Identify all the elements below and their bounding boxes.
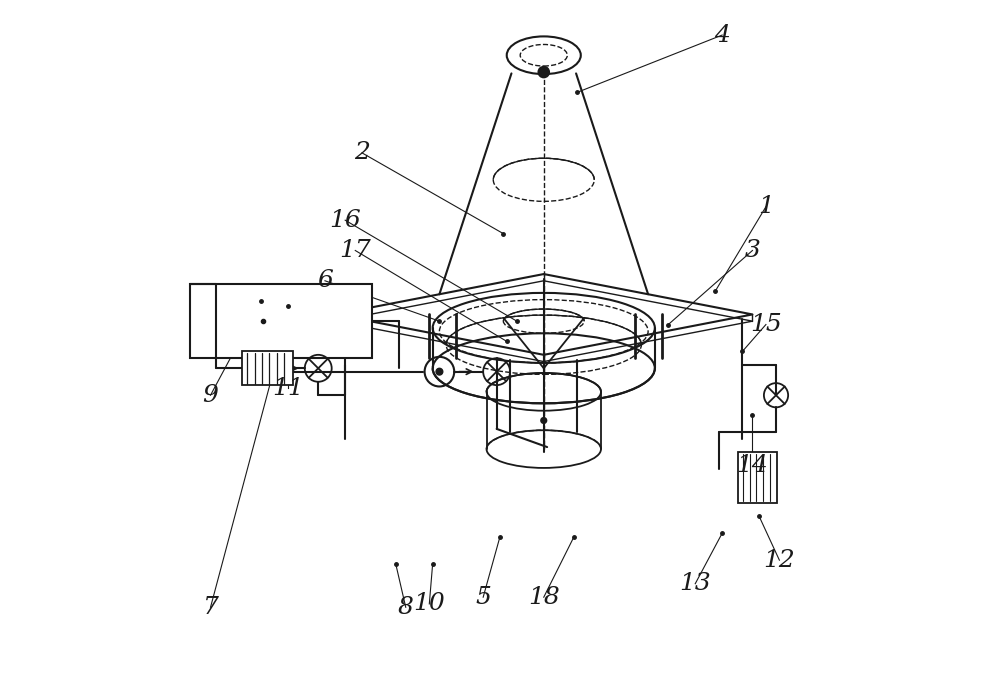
Text: 15: 15 — [750, 313, 782, 336]
Text: 8: 8 — [398, 596, 414, 619]
Text: 2: 2 — [354, 141, 370, 164]
Bar — [190, 284, 372, 358]
Text: 1: 1 — [758, 195, 774, 218]
Text: 18: 18 — [528, 585, 560, 608]
Text: 14: 14 — [737, 454, 768, 477]
Text: 3: 3 — [745, 239, 760, 262]
Text: 17: 17 — [339, 239, 371, 262]
Text: 7: 7 — [203, 596, 218, 619]
Text: 4: 4 — [714, 24, 730, 47]
Text: 10: 10 — [413, 592, 445, 615]
Bar — [738, 452, 777, 503]
Text: 5: 5 — [475, 585, 491, 608]
Text: 13: 13 — [679, 572, 711, 596]
Circle shape — [541, 418, 546, 423]
Text: 16: 16 — [329, 209, 361, 232]
Text: 12: 12 — [764, 549, 795, 572]
Bar — [242, 352, 293, 385]
Circle shape — [436, 368, 443, 375]
Text: 9: 9 — [203, 384, 218, 407]
Text: 6: 6 — [317, 269, 333, 292]
Text: 11: 11 — [272, 377, 304, 400]
Circle shape — [538, 67, 549, 78]
